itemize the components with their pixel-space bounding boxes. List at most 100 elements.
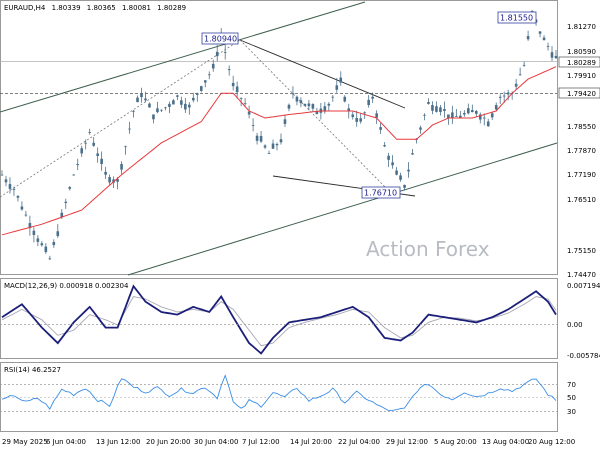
candle-body <box>152 114 155 120</box>
candle-body <box>335 85 339 90</box>
candle-body <box>247 111 251 115</box>
candle-body <box>514 83 518 87</box>
candle-body <box>423 114 426 116</box>
candle-body <box>494 105 498 110</box>
candle-body <box>550 52 554 58</box>
candle-body <box>144 98 147 101</box>
candle-body <box>104 171 107 175</box>
candle-body <box>459 115 462 118</box>
callout-label-1-81550: 1.81550 <box>500 14 533 23</box>
price-tick: 1.78550 <box>567 123 596 131</box>
candle-body <box>40 243 44 246</box>
candle-body <box>367 99 370 106</box>
candle-body <box>355 118 359 122</box>
candle-body <box>435 106 438 112</box>
candle-body <box>72 174 76 176</box>
macd-line <box>1 284 557 355</box>
macd-title: MACD(12,26,9) 0.000918 0.002304 <box>4 282 129 290</box>
time-tick: 7 Jul 12:00 <box>242 438 280 446</box>
time-tick: 6 Jun 04:00 <box>46 438 86 446</box>
moving-average-line <box>1 66 557 236</box>
callout-label-1-80940: 1.80940 <box>204 35 237 44</box>
candle-body <box>48 258 52 260</box>
candle-body <box>184 103 187 110</box>
price-tick: 1.76510 <box>567 196 596 204</box>
candle-body <box>28 223 32 229</box>
candle-body <box>231 82 235 87</box>
candle-body <box>56 231 60 237</box>
candle-body <box>160 109 163 111</box>
price-tick: 1.75150 <box>567 247 596 255</box>
candle-body <box>192 97 195 101</box>
candle-body <box>307 103 311 107</box>
ohlc-close: 1.80289 <box>157 4 186 12</box>
candle-body <box>526 36 530 40</box>
ohlc-open: 1.80339 <box>52 4 81 12</box>
candle-body <box>455 116 458 117</box>
candle-body <box>195 93 199 95</box>
watermark: Action Forex <box>366 237 490 261</box>
candle-body <box>283 119 287 124</box>
candle-body <box>32 230 36 236</box>
candle-body <box>239 97 243 99</box>
candle-body <box>391 162 394 166</box>
candle-body <box>211 63 215 69</box>
candle-body <box>88 132 91 133</box>
candle-body <box>502 95 506 97</box>
candle-body <box>199 86 203 91</box>
candle-body <box>12 188 16 190</box>
candle-body <box>124 146 127 148</box>
candle-body <box>443 109 446 111</box>
ohlc-low: 1.80081 <box>122 4 151 12</box>
candle-body <box>478 114 482 120</box>
candle-body <box>259 136 263 142</box>
candle-body <box>235 86 239 93</box>
time-tick: 5 Aug 20:00 <box>434 438 477 446</box>
candle-body <box>339 77 343 83</box>
candle-body <box>467 108 470 114</box>
candle-body <box>120 164 123 170</box>
candle-body <box>180 100 183 105</box>
time-tick: 20 Aug 12:00 <box>528 438 575 446</box>
main-panel-frame <box>0 0 558 275</box>
time-tick: 14 Jul 20:00 <box>290 438 332 446</box>
rsi-tick: 30 <box>567 408 576 416</box>
candle-body <box>8 184 12 189</box>
candle-body <box>498 96 502 98</box>
candle-body <box>311 104 315 109</box>
macd-panel-frame <box>0 278 558 359</box>
candle-body <box>447 114 450 119</box>
macd-tick: 0.007194 <box>567 282 600 290</box>
candle-body <box>419 127 422 130</box>
candle-body <box>474 110 478 114</box>
channel-upper-line <box>0 1 366 113</box>
candle-body <box>267 153 271 154</box>
candle-body <box>168 103 171 107</box>
candle-body <box>359 118 363 122</box>
callout-box-peak <box>497 11 537 24</box>
candle-body <box>60 212 64 218</box>
retracement-dashed-line <box>239 39 391 193</box>
time-tick: 29 May 2025 <box>2 438 48 446</box>
candle-body <box>279 139 283 143</box>
candle-body <box>387 155 390 160</box>
callout-box-high <box>201 32 239 45</box>
candle-body <box>0 174 4 176</box>
rsi-panel-frame <box>0 362 558 432</box>
candle-body <box>439 107 442 113</box>
candle-body <box>243 103 247 105</box>
candle-body <box>156 108 159 113</box>
candle-body <box>518 74 522 76</box>
candle-body <box>112 179 115 183</box>
time-tick: 30 Jun 04:00 <box>194 438 238 446</box>
candle-body <box>148 103 151 108</box>
candle-body <box>375 113 378 118</box>
candle-body <box>116 179 119 182</box>
candle-body <box>451 112 454 119</box>
candle-body <box>486 121 490 127</box>
candle-body <box>403 184 406 188</box>
candle-body <box>207 74 211 76</box>
candle-body <box>263 145 267 148</box>
candle-body <box>223 52 227 53</box>
